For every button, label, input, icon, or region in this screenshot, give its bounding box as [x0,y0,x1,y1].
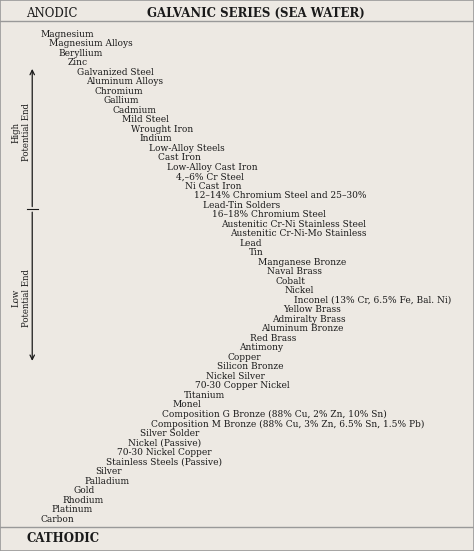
Text: Cobalt: Cobalt [276,277,306,286]
Text: Naval Brass: Naval Brass [267,267,322,277]
Text: Copper: Copper [228,353,261,362]
Text: Composition G Bronze (88% Cu, 2% Zn, 10% Sn): Composition G Bronze (88% Cu, 2% Zn, 10%… [162,410,386,419]
Text: 70-30 Copper Nickel: 70-30 Copper Nickel [195,381,289,391]
Text: Low-Alloy Cast Iron: Low-Alloy Cast Iron [167,163,258,172]
Text: Austenitic Cr-Ni-Mo Stainless: Austenitic Cr-Ni-Mo Stainless [230,229,367,239]
Text: Nickel (Passive): Nickel (Passive) [128,439,201,447]
Text: Low-Alloy Steels: Low-Alloy Steels [149,144,225,153]
Text: Rhodium: Rhodium [63,495,104,505]
Text: 16–18% Chromium Steel: 16–18% Chromium Steel [212,210,326,219]
Text: Palladium: Palladium [84,477,129,485]
Text: Inconel (13% Cr, 6.5% Fe, Bal. Ni): Inconel (13% Cr, 6.5% Fe, Bal. Ni) [294,296,451,305]
Text: Platinum: Platinum [51,505,92,514]
Text: Indium: Indium [140,134,173,143]
Text: Stainless Steels (Passive): Stainless Steels (Passive) [107,457,222,467]
Text: Manganese Bronze: Manganese Bronze [258,258,346,267]
Text: Ni Cast Iron: Ni Cast Iron [185,182,242,191]
Text: Yellow Brass: Yellow Brass [283,305,341,315]
Text: Composition M Bronze (88% Cu, 3% Zn, 6.5% Sn, 1.5% Pb): Composition M Bronze (88% Cu, 3% Zn, 6.5… [151,419,424,429]
Text: 70-30 Nickel Copper: 70-30 Nickel Copper [118,448,212,457]
Text: CATHODIC: CATHODIC [26,532,99,545]
Text: Low
Potential End: Low Potential End [12,268,31,327]
Text: Cadmium: Cadmium [113,106,157,115]
Text: Antimony: Antimony [239,343,283,353]
Text: Nickel Silver: Nickel Silver [206,372,264,381]
Text: Gallium: Gallium [104,96,139,105]
Text: Gold: Gold [73,486,95,495]
Text: 12–14% Chromium Steel and 25–30%: 12–14% Chromium Steel and 25–30% [194,191,367,201]
Text: Lead: Lead [239,239,262,248]
Text: Silicon Bronze: Silicon Bronze [217,363,283,371]
Text: Titanium: Titanium [183,391,225,400]
Text: High
Potential End: High Potential End [12,103,31,161]
Text: Mild Steel: Mild Steel [122,115,169,124]
Text: Aluminum Alloys: Aluminum Alloys [86,77,163,86]
Text: Nickel: Nickel [285,287,314,295]
Text: Wrought Iron: Wrought Iron [131,125,193,134]
Text: GALVANIC SERIES (SEA WATER): GALVANIC SERIES (SEA WATER) [147,7,365,20]
Text: Tin: Tin [248,249,264,257]
Text: Galvanized Steel: Galvanized Steel [76,68,153,77]
Text: ANODIC: ANODIC [26,7,78,20]
Text: Cast Iron: Cast Iron [158,153,201,162]
Text: 4,–6% Cr Steel: 4,–6% Cr Steel [176,172,244,181]
Text: Admiralty Brass: Admiralty Brass [272,315,346,324]
Text: Monel: Monel [173,401,201,409]
Text: Austenitic Cr-Ni Stainless Steel: Austenitic Cr-Ni Stainless Steel [221,220,366,229]
Text: Carbon: Carbon [40,515,74,523]
Text: Silver: Silver [95,467,122,476]
Text: Magnesium: Magnesium [40,30,94,39]
Text: Zinc: Zinc [67,58,88,67]
Text: Beryllium: Beryllium [58,48,103,58]
Text: Chromium: Chromium [95,87,143,96]
Text: Magnesium Alloys: Magnesium Alloys [49,39,133,48]
Text: Lead-Tin Solders: Lead-Tin Solders [203,201,281,210]
Text: Silver Solder: Silver Solder [139,429,199,438]
Text: Red Brass: Red Brass [250,334,296,343]
Text: Aluminum Bronze: Aluminum Bronze [261,325,343,333]
